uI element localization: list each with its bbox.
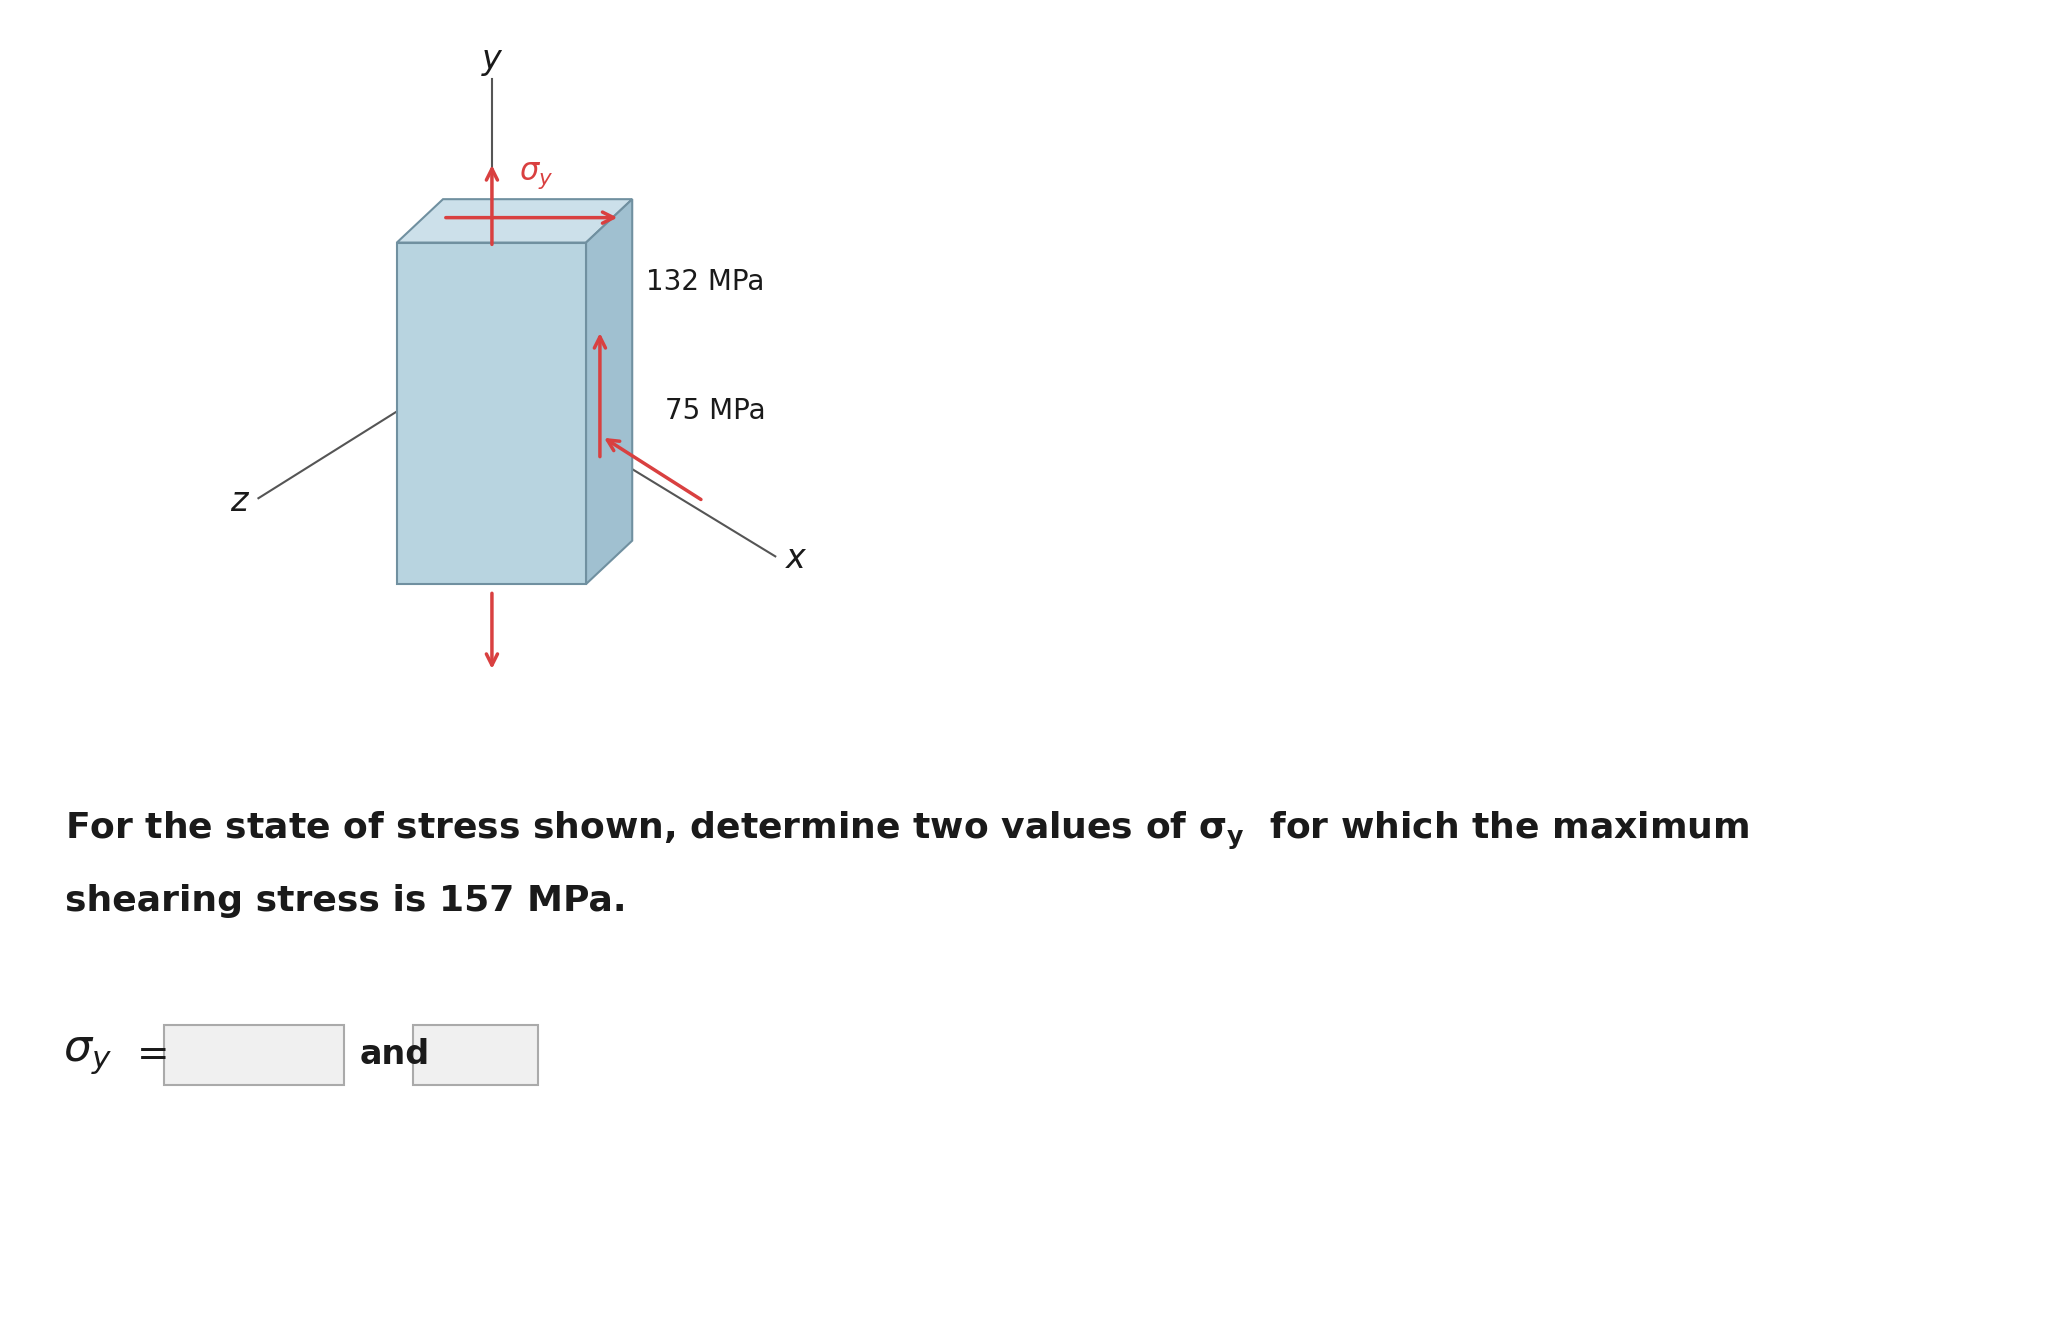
Text: and: and xyxy=(360,1038,430,1071)
Polygon shape xyxy=(397,199,632,243)
Text: =: = xyxy=(137,1035,170,1074)
FancyBboxPatch shape xyxy=(164,1025,344,1085)
Text: 75 MPa: 75 MPa xyxy=(665,397,765,425)
Text: z: z xyxy=(229,485,248,518)
FancyBboxPatch shape xyxy=(413,1025,538,1085)
Polygon shape xyxy=(585,199,632,584)
Text: shearing stress is 157 MPa.: shearing stress is 157 MPa. xyxy=(65,884,626,918)
Text: $\sigma_y$: $\sigma_y$ xyxy=(520,160,552,191)
Text: y: y xyxy=(483,43,501,76)
Text: For the state of stress shown, determine two values of $\mathbf{\sigma_y}$  for : For the state of stress shown, determine… xyxy=(65,810,1749,852)
Text: x: x xyxy=(786,541,806,574)
Text: $\sigma_y$: $\sigma_y$ xyxy=(63,1033,113,1077)
Text: 132 MPa: 132 MPa xyxy=(647,269,765,297)
Polygon shape xyxy=(397,243,585,584)
